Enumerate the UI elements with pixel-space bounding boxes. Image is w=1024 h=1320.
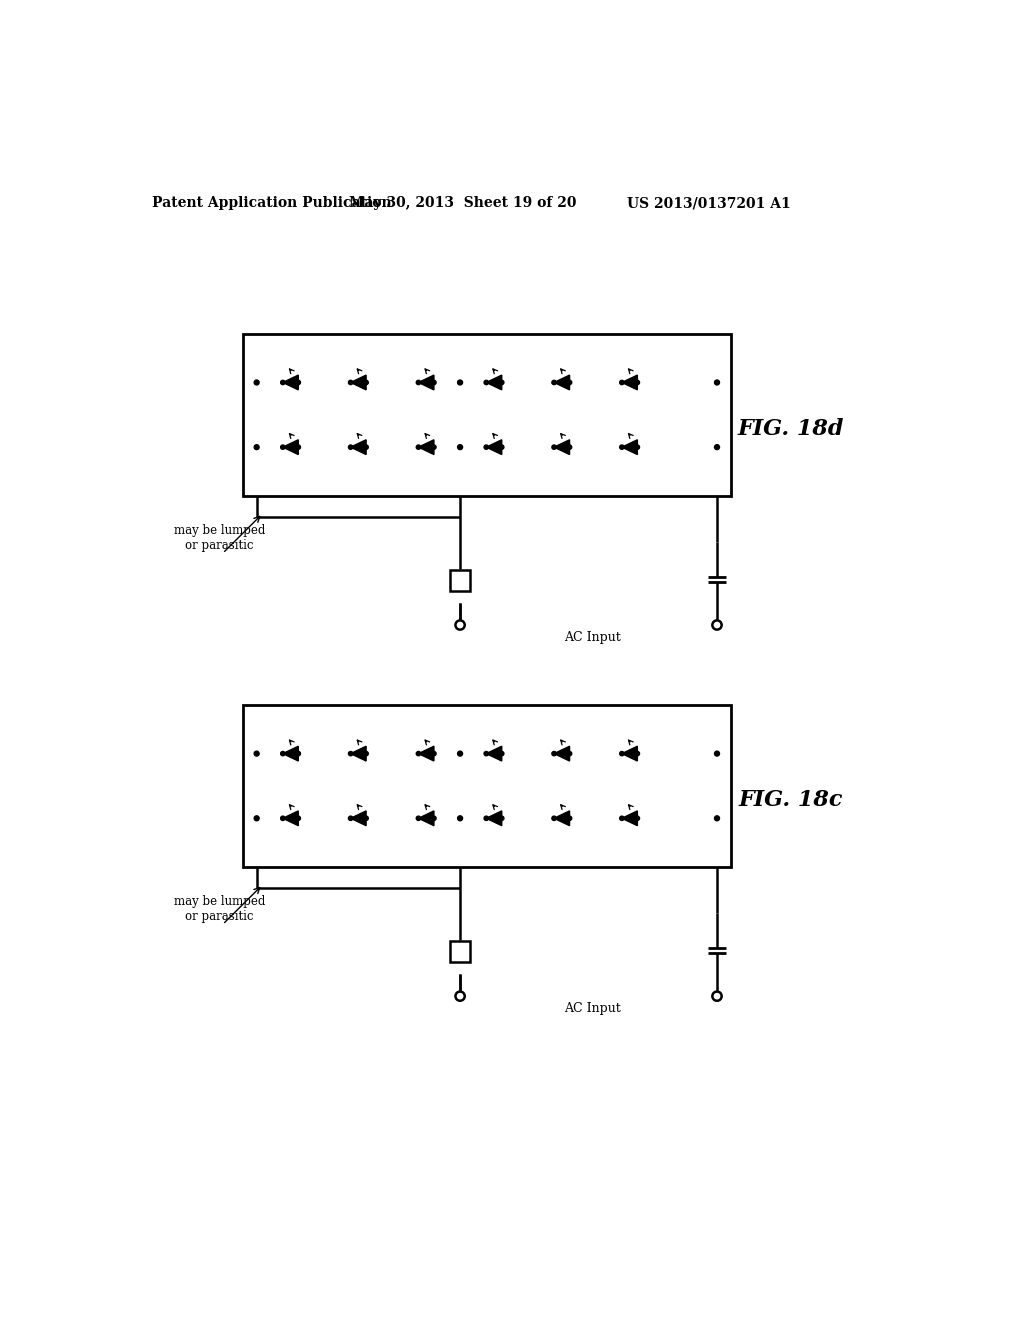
Bar: [450, 941, 470, 962]
Polygon shape: [419, 810, 434, 826]
Circle shape: [567, 816, 571, 821]
Text: FIG. 18c: FIG. 18c: [738, 789, 843, 810]
Circle shape: [552, 380, 556, 384]
Text: may be lumped
or parasitic: may be lumped or parasitic: [174, 895, 265, 923]
Circle shape: [296, 445, 300, 449]
Polygon shape: [350, 375, 367, 389]
Circle shape: [635, 816, 640, 821]
Circle shape: [552, 445, 556, 449]
Circle shape: [500, 445, 504, 449]
Circle shape: [458, 445, 463, 450]
Polygon shape: [283, 375, 298, 389]
Polygon shape: [554, 746, 569, 762]
Circle shape: [417, 816, 421, 821]
Circle shape: [458, 751, 463, 756]
Circle shape: [567, 751, 571, 756]
Bar: [450, 570, 470, 591]
Circle shape: [417, 445, 421, 449]
Circle shape: [715, 751, 720, 756]
Circle shape: [715, 445, 720, 450]
Circle shape: [432, 816, 436, 821]
Circle shape: [254, 751, 259, 756]
Text: AC Input: AC Input: [564, 1002, 621, 1015]
Text: Patent Application Publication: Patent Application Publication: [152, 197, 391, 210]
Polygon shape: [486, 810, 502, 826]
Circle shape: [500, 751, 504, 756]
Polygon shape: [554, 810, 569, 826]
Circle shape: [635, 751, 640, 756]
Circle shape: [552, 751, 556, 756]
Circle shape: [364, 445, 369, 449]
Circle shape: [620, 751, 624, 756]
Circle shape: [417, 380, 421, 384]
Polygon shape: [419, 746, 434, 762]
Polygon shape: [486, 440, 502, 454]
Circle shape: [348, 816, 353, 821]
Circle shape: [281, 380, 285, 384]
Circle shape: [484, 751, 488, 756]
Circle shape: [500, 380, 504, 384]
Circle shape: [364, 751, 369, 756]
Text: May 30, 2013  Sheet 19 of 20: May 30, 2013 Sheet 19 of 20: [349, 197, 577, 210]
Polygon shape: [622, 440, 637, 454]
Circle shape: [635, 445, 640, 449]
Circle shape: [620, 380, 624, 384]
Polygon shape: [350, 440, 367, 454]
Circle shape: [417, 751, 421, 756]
Circle shape: [296, 816, 300, 821]
Circle shape: [254, 380, 259, 385]
Polygon shape: [486, 375, 502, 389]
Polygon shape: [283, 746, 298, 762]
Circle shape: [552, 816, 556, 821]
Circle shape: [500, 816, 504, 821]
Circle shape: [635, 380, 640, 384]
Circle shape: [364, 816, 369, 821]
Polygon shape: [419, 440, 434, 454]
Circle shape: [432, 445, 436, 449]
Circle shape: [348, 445, 353, 449]
Polygon shape: [554, 375, 569, 389]
Circle shape: [567, 380, 571, 384]
Circle shape: [296, 380, 300, 384]
Circle shape: [281, 751, 285, 756]
Circle shape: [715, 380, 720, 385]
Circle shape: [254, 445, 259, 450]
Circle shape: [620, 816, 624, 821]
Circle shape: [484, 445, 488, 449]
Polygon shape: [350, 746, 367, 762]
Circle shape: [432, 380, 436, 384]
Circle shape: [620, 445, 624, 449]
Circle shape: [458, 816, 463, 821]
Circle shape: [254, 816, 259, 821]
Polygon shape: [554, 440, 569, 454]
Circle shape: [348, 751, 353, 756]
Circle shape: [458, 380, 463, 385]
Circle shape: [567, 445, 571, 449]
Polygon shape: [622, 746, 637, 762]
Bar: [243, 705, 731, 867]
Polygon shape: [486, 746, 502, 762]
Circle shape: [281, 445, 285, 449]
Circle shape: [432, 751, 436, 756]
Circle shape: [484, 380, 488, 384]
Polygon shape: [350, 810, 367, 826]
Circle shape: [484, 816, 488, 821]
Polygon shape: [419, 375, 434, 389]
Polygon shape: [283, 810, 298, 826]
Text: FIG. 18d: FIG. 18d: [737, 418, 844, 441]
Polygon shape: [622, 810, 637, 826]
Circle shape: [281, 816, 285, 821]
Polygon shape: [622, 375, 637, 389]
Circle shape: [348, 380, 353, 384]
Bar: [243, 334, 731, 496]
Text: AC Input: AC Input: [564, 631, 621, 644]
Circle shape: [364, 380, 369, 384]
Circle shape: [715, 816, 720, 821]
Text: may be lumped
or parasitic: may be lumped or parasitic: [174, 524, 265, 552]
Polygon shape: [283, 440, 298, 454]
Text: US 2013/0137201 A1: US 2013/0137201 A1: [628, 197, 792, 210]
Circle shape: [296, 751, 300, 756]
